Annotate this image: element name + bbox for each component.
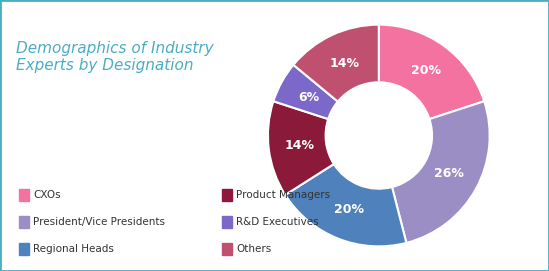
Text: 20%: 20% [411,64,441,78]
Text: 6%: 6% [298,91,320,104]
Text: R&D Executives: R&D Executives [236,217,319,227]
Wedge shape [268,101,334,195]
Text: President/Vice Presidents: President/Vice Presidents [33,217,165,227]
Text: 20%: 20% [334,203,365,216]
Text: Regional Heads: Regional Heads [33,244,114,254]
Text: CXOs: CXOs [33,190,60,200]
Text: 14%: 14% [284,139,315,152]
Text: Demographics of Industry
Experts by Designation: Demographics of Industry Experts by Desi… [16,41,214,73]
Text: Others: Others [236,244,271,254]
Text: 26%: 26% [434,167,464,180]
Wedge shape [293,25,379,102]
Text: Product Managers: Product Managers [236,190,330,200]
Wedge shape [379,25,484,119]
Wedge shape [273,65,338,119]
Text: 14%: 14% [330,57,360,70]
Wedge shape [285,164,406,246]
Wedge shape [392,101,490,243]
